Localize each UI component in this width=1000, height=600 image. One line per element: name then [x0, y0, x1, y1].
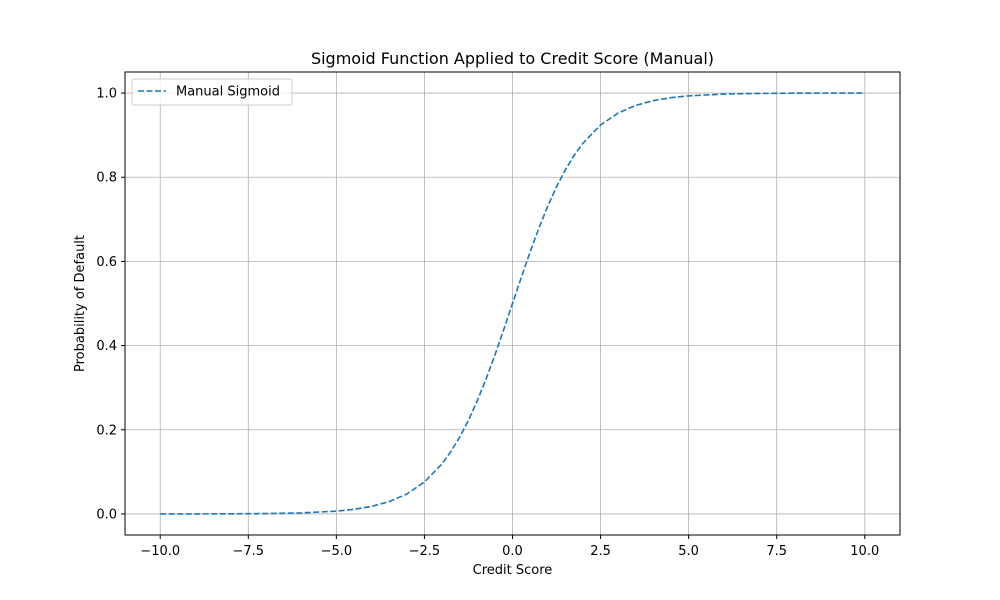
series-line-manual-sigmoid: [160, 92, 865, 515]
y-tick-label: 0.6: [96, 255, 117, 270]
y-axis-ticks: 0.0 0.2 0.4 0.6 0.8 1.0: [96, 87, 125, 522]
x-tick-label: 10.0: [850, 544, 879, 559]
legend: Manual Sigmoid: [131, 78, 293, 106]
series-layer: [160, 92, 865, 515]
y-tick-label: 0.2: [96, 423, 117, 438]
x-tick-label: −10.0: [140, 544, 180, 559]
x-tick-label: −7.5: [233, 544, 265, 559]
legend-label-manual-sigmoid: Manual Sigmoid: [176, 85, 280, 100]
x-axis-title: Credit Score: [473, 563, 553, 578]
chart-title: Sigmoid Function Applied to Credit Score…: [311, 49, 714, 68]
grid-lines: [125, 72, 900, 535]
y-tick-label: 0.8: [96, 171, 117, 186]
x-tick-label: 2.5: [590, 544, 611, 559]
x-tick-label: 5.0: [678, 544, 699, 559]
x-tick-label: −2.5: [409, 544, 441, 559]
y-tick-label: 1.0: [96, 87, 117, 102]
y-tick-label: 0.4: [96, 339, 117, 354]
y-tick-label: 0.0: [96, 507, 117, 522]
x-tick-label: 0.0: [502, 544, 523, 559]
legend-box: [131, 78, 293, 106]
y-axis-title: Probability of Default: [73, 235, 88, 372]
x-tick-label: −5.0: [321, 544, 353, 559]
x-axis-ticks: −10.0 −7.5 −5.0 −2.5 0.0 2.5 5.0 7.5 10.0: [140, 535, 879, 559]
x-tick-label: 7.5: [766, 544, 787, 559]
